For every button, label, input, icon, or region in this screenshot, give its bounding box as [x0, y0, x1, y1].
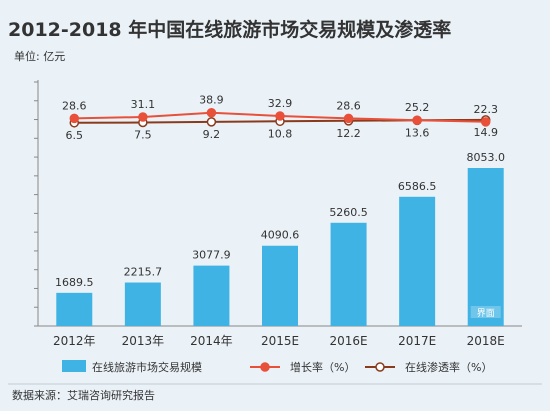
- legend-label-growth: 增长率（%）: [290, 360, 355, 374]
- legend-marker-penetration: [375, 362, 385, 372]
- source-note: 数据来源：艾瑞咨询研究报告: [12, 388, 155, 402]
- growth-point: [69, 113, 80, 124]
- penetration-label: 7.5: [134, 128, 152, 141]
- legend-label-penetration: 在线渗透率（%）: [405, 360, 492, 374]
- growth-label: 38.9: [199, 94, 224, 107]
- x-tick-label: 2016E: [330, 334, 368, 348]
- growth-label: 25.2: [405, 101, 430, 114]
- x-tick-label: 2018E: [467, 334, 505, 348]
- bar-value-label: 6586.5: [398, 180, 437, 193]
- x-tick-label: 2012年: [53, 334, 96, 348]
- growth-label: 22.3: [473, 103, 498, 116]
- growth-point: [343, 113, 354, 124]
- bar-value-label: 2215.7: [124, 266, 163, 279]
- penetration-label: 12.2: [336, 127, 361, 140]
- bar: [56, 292, 93, 326]
- penetration-label: 9.2: [203, 128, 221, 141]
- penetration-label: 13.6: [405, 126, 430, 139]
- x-tick-label: 2015E: [261, 334, 299, 348]
- bar: [193, 265, 230, 326]
- penetration-point: [206, 117, 217, 127]
- growth-label: 32.9: [268, 97, 293, 110]
- watermark-text: 界面: [477, 308, 495, 319]
- bar: [124, 282, 161, 326]
- penetration-label: 6.5: [66, 129, 84, 142]
- bar-value-label: 5260.5: [329, 206, 368, 219]
- growth-label: 28.6: [62, 99, 87, 112]
- x-tick-label: 2017E: [398, 334, 436, 348]
- bar-value-label: 4090.6: [261, 229, 300, 242]
- bar: [399, 196, 436, 326]
- growth-point: [138, 112, 148, 122]
- bar-value-label: 3077.9: [192, 249, 231, 262]
- x-tick-label: 2014年: [190, 334, 233, 348]
- bar: [262, 245, 298, 326]
- x-tick-label: 2013年: [122, 334, 165, 348]
- growth-point: [412, 115, 422, 125]
- watermark-badge: [470, 306, 501, 318]
- bar: [330, 222, 367, 326]
- unit-label: 单位: 亿元: [14, 49, 65, 63]
- legend-marker-growth: [260, 362, 270, 372]
- penetration-label: 10.8: [268, 127, 293, 140]
- bar-value-label: 1689.5: [55, 276, 94, 289]
- growth-point: [275, 111, 285, 121]
- growth-label: 31.1: [131, 98, 156, 111]
- growth-point: [480, 117, 491, 127]
- bar-value-label: 8053.0: [466, 151, 505, 164]
- legend-label-bar: 在线旅游市场交易规模: [92, 360, 202, 374]
- chart-title: 2012-2018 年中国在线旅游市场交易规模及渗透率: [8, 18, 451, 41]
- growth-point: [206, 107, 217, 118]
- legend-swatch-bar: [62, 360, 86, 372]
- penetration-label: 14.9: [473, 126, 498, 139]
- growth-label: 28.6: [336, 99, 361, 112]
- bar: [467, 168, 504, 326]
